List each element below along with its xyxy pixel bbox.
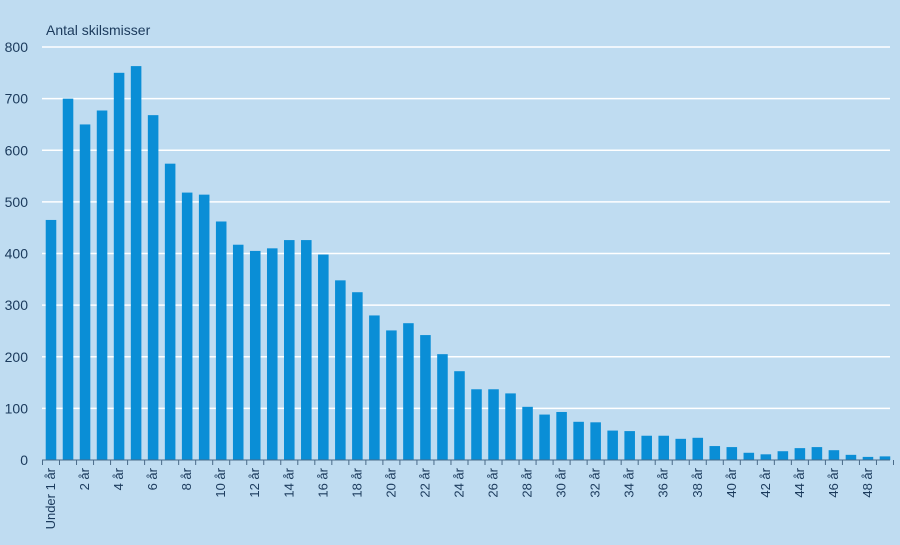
- bar: [198, 194, 210, 460]
- bar: [232, 244, 244, 460]
- bar: [811, 447, 823, 460]
- x-tick-label: 22 år: [417, 467, 432, 497]
- bar: [147, 115, 159, 461]
- bar: [794, 448, 806, 460]
- x-tick-label: 48 år: [860, 467, 875, 497]
- x-tick-label: 16 år: [315, 467, 330, 497]
- y-tick-label: 100: [5, 400, 29, 416]
- bar: [845, 454, 857, 460]
- bar: [164, 163, 176, 461]
- bar: [335, 280, 346, 460]
- y-tick-label: 300: [5, 297, 29, 313]
- x-tick-label: 18 år: [349, 467, 364, 497]
- bar: [675, 438, 687, 460]
- y-tick-label: 800: [5, 39, 29, 55]
- bar: [454, 371, 465, 460]
- bar: [590, 422, 601, 460]
- bar: [45, 219, 57, 460]
- bar: [726, 447, 738, 460]
- bar: [743, 452, 755, 460]
- bar: [709, 446, 721, 460]
- bar: [471, 389, 482, 460]
- y-tick-label: 0: [20, 452, 28, 468]
- bar: [96, 110, 108, 460]
- bar: [352, 292, 363, 460]
- x-tick-label: 34 år: [622, 467, 637, 497]
- x-tick-label: 6 år: [145, 467, 160, 490]
- x-tick-label: 30 år: [554, 467, 569, 497]
- y-tick-label: 600: [5, 142, 29, 158]
- x-tick-label: 4 år: [111, 467, 126, 490]
- x-tick-label: 8 år: [179, 467, 194, 490]
- x-tick-label: 14 år: [281, 467, 296, 497]
- bar: [505, 393, 516, 460]
- bar: [130, 66, 142, 460]
- y-tick-label: 500: [5, 194, 29, 210]
- bar: [301, 240, 312, 460]
- y-tick-label: 400: [5, 246, 29, 262]
- x-tick-label: Under 1 år: [43, 467, 58, 529]
- bar: [573, 421, 584, 460]
- x-tick-label: 36 år: [656, 467, 671, 497]
- x-tick-label: 20 år: [383, 467, 398, 497]
- y-tick-label: 700: [5, 91, 29, 107]
- y-axis-title: Antal skilsmisser: [46, 22, 151, 38]
- bar: [624, 431, 635, 460]
- bar: [828, 450, 840, 460]
- bar: [777, 451, 789, 460]
- x-tick-label: 32 år: [588, 467, 603, 497]
- bar: [522, 406, 533, 460]
- bar: [249, 250, 261, 460]
- bar: [658, 435, 669, 460]
- bar: [113, 72, 125, 460]
- bar: [760, 454, 772, 460]
- bar: [488, 389, 499, 460]
- bar: [403, 323, 414, 460]
- x-tick-label: 44 år: [792, 467, 807, 497]
- bar: [62, 98, 74, 460]
- bar: [79, 124, 91, 460]
- y-tick-label: 200: [5, 349, 29, 365]
- x-tick-label: 26 år: [486, 467, 501, 497]
- x-tick-label: 24 år: [451, 467, 466, 497]
- bar: [386, 330, 397, 460]
- bar: [266, 248, 278, 460]
- bar: [181, 192, 193, 460]
- x-tick-label: 2 år: [77, 467, 92, 490]
- bar: [692, 437, 704, 460]
- bar: [539, 414, 550, 460]
- x-tick-label: 12 år: [247, 467, 262, 497]
- bar: [862, 456, 874, 460]
- bar: [607, 430, 618, 460]
- x-tick-label: 46 år: [826, 467, 841, 497]
- bar: [215, 221, 227, 460]
- bar: [641, 435, 652, 460]
- x-tick-label: 42 år: [758, 467, 773, 497]
- bar: [556, 411, 567, 460]
- bar: [284, 240, 295, 460]
- bar: [420, 335, 431, 460]
- bar: [437, 354, 448, 460]
- x-tick-label: 28 år: [520, 467, 535, 497]
- x-tick-label: 10 år: [213, 467, 228, 497]
- bar: [879, 456, 891, 460]
- bar: [318, 254, 329, 460]
- x-tick-label: 40 år: [724, 467, 739, 497]
- x-tick-label: 38 år: [690, 467, 705, 497]
- bar: [369, 315, 380, 460]
